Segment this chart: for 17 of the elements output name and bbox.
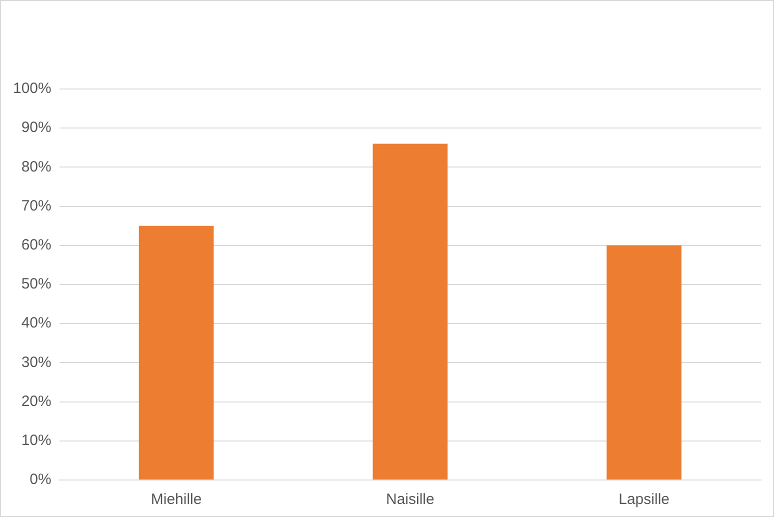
y-tick-label: 10% <box>21 432 52 450</box>
y-tick-label: 60% <box>21 236 52 254</box>
x-tick-label: Naisille <box>386 491 434 508</box>
y-tick-label: 50% <box>21 276 52 293</box>
y-tick-label: 30% <box>21 354 52 371</box>
x-tick-label: Miehille <box>150 491 202 508</box>
y-tick-label: 90% <box>21 119 52 136</box>
y-tick-label: 0% <box>30 471 52 488</box>
y-tick-label: 20% <box>21 392 52 410</box>
y-tick-label: 40% <box>21 314 52 332</box>
x-tick-label: Lapsille <box>618 491 670 508</box>
bar <box>606 245 682 480</box>
bar <box>138 226 214 480</box>
y-tick-label: 80% <box>21 158 52 176</box>
y-tick-label: 70% <box>21 197 52 214</box>
y-tick-label: 100% <box>12 80 52 98</box>
bar <box>372 144 448 480</box>
